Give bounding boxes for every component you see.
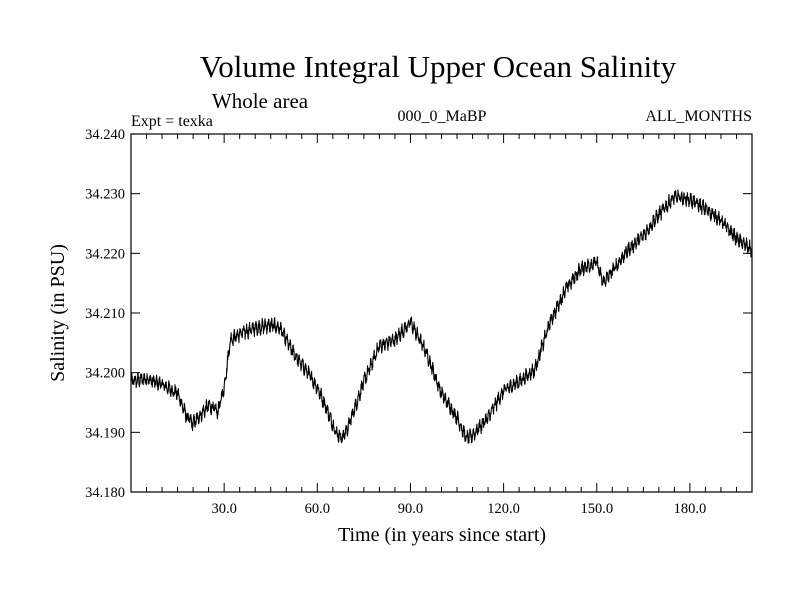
x-tick-label: 120.0 [487,501,520,517]
x-tick-label: 60.0 [305,501,330,517]
x-tick-label: 90.0 [398,501,423,517]
y-tick-label: 34.180 [85,485,125,501]
x-axis: 30.0 60.0 90.0 120.0 150.0 180.0 [146,134,737,517]
y-tick-label: 34.200 [85,366,125,382]
run-label: 000_0_MaBP [398,108,487,125]
y-axis-label: Salinity (in PSU) [47,244,69,382]
y-tick-label: 34.240 [85,127,125,143]
x-tick-label: 150.0 [580,501,613,517]
chart-subtitle: Whole area [212,89,309,113]
months-label: ALL_MONTHS [645,108,752,125]
salinity-series-line [130,189,753,444]
y-tick-label: 34.210 [85,306,125,322]
y-tick-label: 34.230 [85,187,125,203]
plot-frame [130,133,753,493]
x-tick-label: 30.0 [211,501,236,517]
x-tick-label: 180.0 [674,501,707,517]
y-tick-label: 34.190 [85,425,125,441]
x-axis-label: Time (in years since start) [338,524,546,546]
y-axis: 34.180 34.190 34.200 34.210 34.220 34.230 34.2… [85,127,752,501]
chart-title: Volume Integral Upper Ocean Salinity [200,49,677,84]
experiment-label: Expt = texka [131,113,213,130]
y-tick-label: 34.220 [85,246,125,262]
